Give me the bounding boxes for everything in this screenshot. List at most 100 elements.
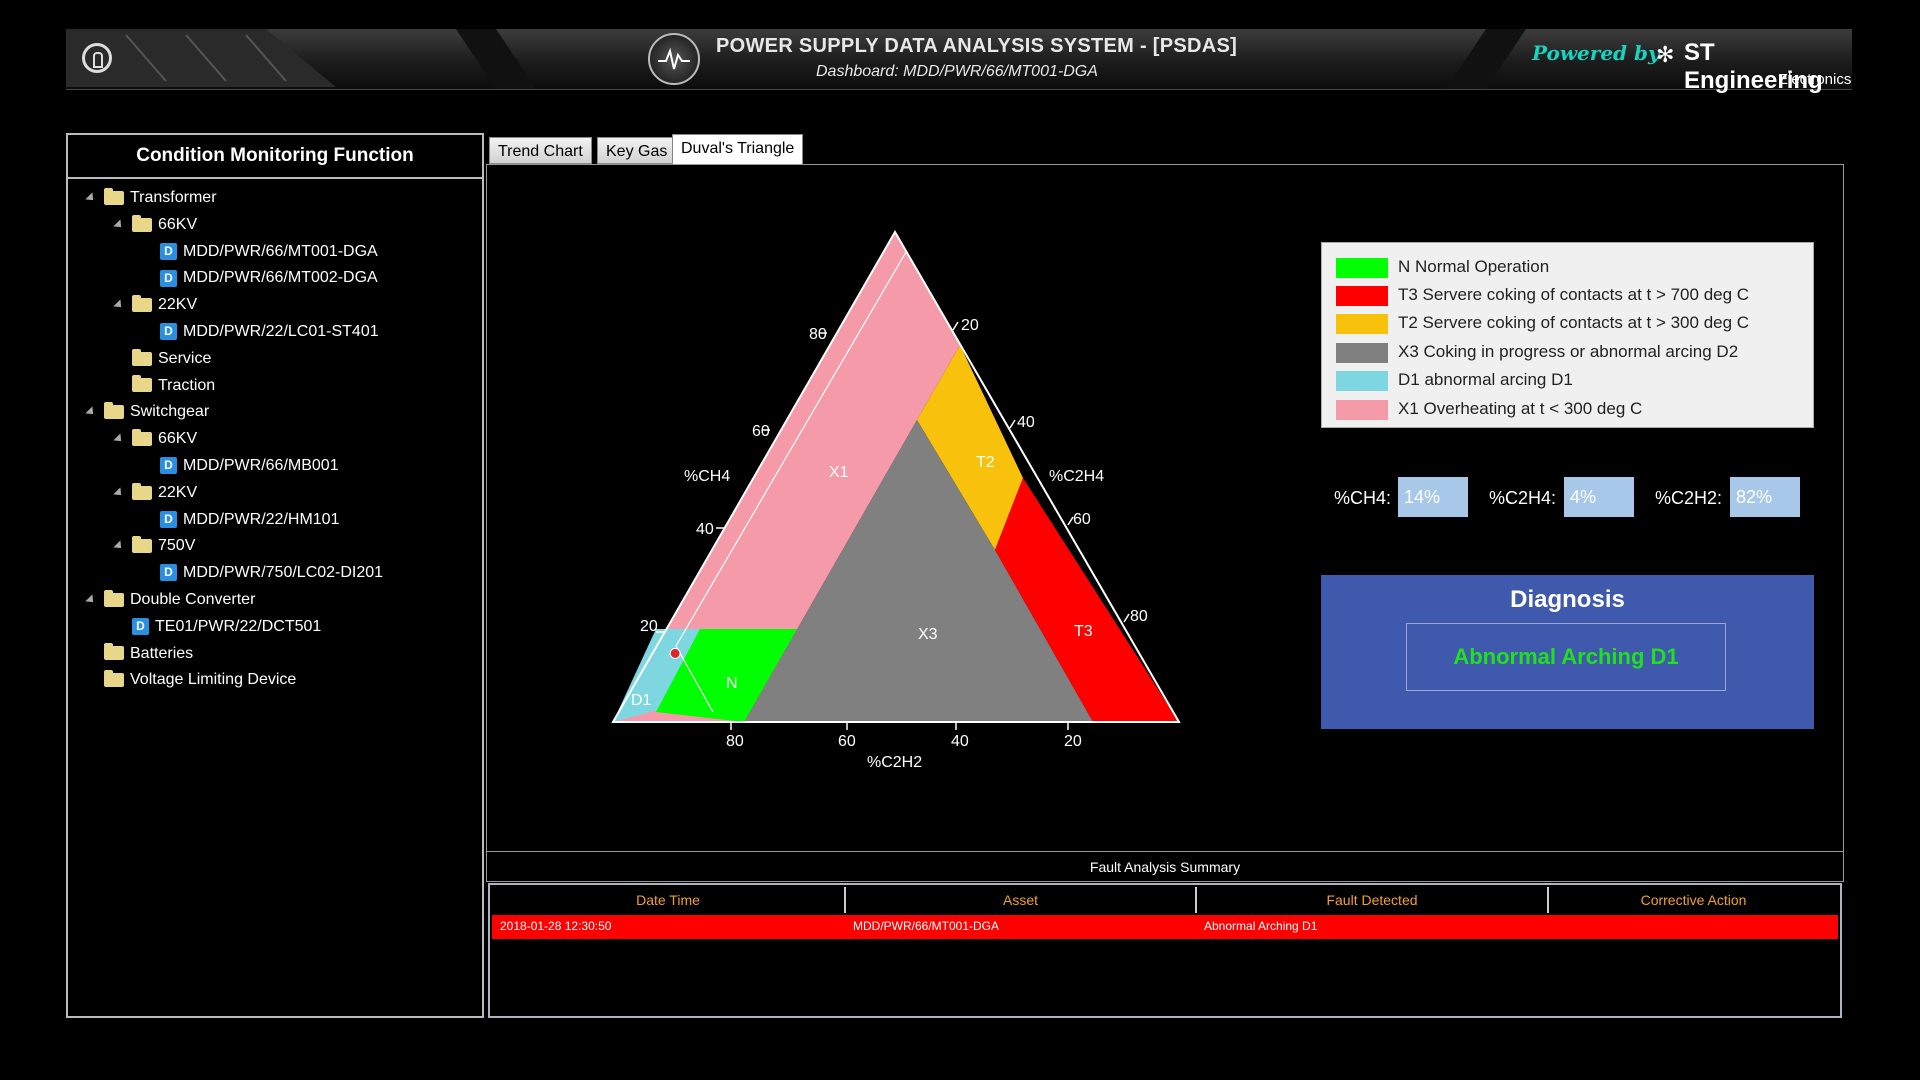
legend-item: T3 Servere coking of contacts at t > 700… — [1336, 281, 1749, 309]
measurement-point — [669, 647, 681, 659]
tick-c2h2-60: 60 — [838, 733, 856, 750]
tree-item[interactable]: 22KV — [113, 480, 197, 506]
diagnosis-title: Diagnosis — [1510, 586, 1625, 613]
tree-item-label: Traction — [158, 376, 216, 394]
header-decoration — [66, 29, 336, 87]
tree-item[interactable]: Switchgear — [85, 399, 209, 425]
device-icon: D — [160, 564, 177, 582]
legend-swatch — [1336, 257, 1388, 278]
tree-item[interactable]: D MDD/PWR/22/LC01-ST401 — [142, 319, 379, 345]
tree-item[interactable]: Batteries — [86, 641, 193, 667]
tree-item[interactable]: Service — [114, 346, 211, 372]
tree-item-label: Service — [158, 349, 212, 367]
legend-label: X3 Coking in progress or abnormal arcing… — [1398, 342, 1739, 361]
folder-icon — [104, 670, 124, 688]
folder-icon — [132, 375, 152, 393]
tree-item-label: MDD/PWR/22/HM101 — [183, 510, 340, 528]
c2h2-label: %C2H2: — [1655, 488, 1723, 508]
powered-by-text: Powered by — [1532, 41, 1660, 65]
brand-logo-icon: ✻ — [1656, 42, 1675, 67]
folder-icon — [132, 482, 152, 500]
zone-label-d1: D1 — [631, 692, 652, 709]
header-divider — [456, 29, 536, 89]
tree-item[interactable]: D MDD/PWR/66/MT001-DGA — [142, 239, 378, 265]
tree-item[interactable]: 66KV — [113, 212, 198, 238]
legend-item: N Normal Operation — [1336, 253, 1549, 281]
folder-icon — [104, 643, 124, 661]
column-header-corrective-action[interactable]: Corrective Action — [1640, 892, 1747, 908]
tick-c2h4-80: 80 — [1130, 608, 1148, 625]
zone-label-x3: X3 — [918, 626, 938, 643]
tree-item[interactable]: Voltage Limiting Device — [86, 667, 296, 693]
zone-x3 — [744, 420, 1093, 722]
legend-item: X3 Coking in progress or abnormal arcing… — [1336, 338, 1738, 366]
tab-trend-chart[interactable]: Trend Chart — [489, 137, 592, 164]
column-header-asset[interactable]: Asset — [846, 887, 1197, 913]
zone-label-t2: T2 — [976, 454, 995, 471]
column-header-fault-detected[interactable]: Fault Detected — [1197, 887, 1549, 913]
cell-fault-detected: Abnormal Arching D1 — [1204, 919, 1318, 933]
sidebar-title: Condition Monitoring Function — [68, 135, 482, 179]
ch4-value: 14% — [1398, 477, 1468, 517]
tree-item-label: 66KV — [158, 215, 198, 233]
device-icon: D — [160, 242, 177, 260]
tree-item[interactable]: 66KV — [113, 426, 198, 452]
app-title: POWER SUPPLY DATA ANALYSIS SYSTEM - [PSD… — [716, 35, 1238, 57]
device-icon: D — [160, 323, 177, 341]
zone-label-n: N — [726, 675, 738, 692]
cell-asset: MDD/PWR/66/MT001-DGA — [853, 919, 1000, 933]
folder-icon — [132, 428, 152, 446]
cell-date-time: 2018-01-28 12:30:50 — [500, 919, 612, 933]
dashboard-subtitle: Dashboard: MDD/PWR/66/MT001-DGA — [816, 63, 1098, 80]
tree-item-label: 750V — [158, 537, 196, 555]
legend-swatch — [1336, 313, 1388, 334]
diagnosis-panel: Diagnosis Abnormal Arching D1 — [1321, 575, 1814, 729]
folder-icon — [104, 589, 124, 607]
tree-item[interactable]: D MDD/PWR/750/LC02-DI201 — [142, 560, 383, 586]
legend-swatch — [1336, 370, 1388, 391]
legend: N Normal Operation T3 Servere coking of … — [1321, 242, 1814, 428]
tick-ch4-20: 20 — [640, 618, 658, 635]
app-header: POWER SUPPLY DATA ANALYSIS SYSTEM - [PSD… — [66, 29, 1852, 94]
legend-swatch — [1336, 285, 1388, 306]
tree-item[interactable]: D MDD/PWR/22/HM101 — [142, 507, 339, 533]
tree-item[interactable]: 22KV — [113, 292, 197, 318]
main-panel — [486, 164, 1844, 852]
legend-label: X1 Overheating at t < 300 deg C — [1398, 399, 1643, 418]
legend-item: D1 abnormal arcing D1 — [1336, 366, 1573, 394]
header-divider — [1446, 29, 1526, 89]
column-header-date-time[interactable]: Date Time — [492, 887, 846, 913]
tree-item-label: MDD/PWR/66/MT002-DGA — [183, 269, 378, 287]
legend-label: N Normal Operation — [1398, 257, 1550, 276]
tree-item[interactable]: Traction — [114, 373, 215, 399]
zone-t3 — [995, 478, 1179, 722]
device-icon: D — [160, 269, 177, 287]
tree-item-label: Transformer — [130, 189, 217, 206]
tree-item[interactable]: D MDD/PWR/66/MB001 — [142, 453, 339, 479]
sidebar: Condition Monitoring Function Transforme… — [66, 133, 484, 1018]
tree-item-label: 66KV — [158, 430, 198, 448]
tree-item[interactable]: 750V — [113, 533, 196, 559]
tick-marks — [656, 321, 1130, 730]
table-row[interactable]: 2018-01-28 12:30:50 MDD/PWR/66/MT001-DGA… — [492, 915, 1838, 939]
tree-item[interactable]: D TE01/PWR/22/DCT501 — [114, 614, 321, 640]
boundary-line — [675, 645, 714, 713]
tree-item-label: MDD/PWR/750/LC02-DI201 — [183, 564, 384, 582]
legend-swatch — [1336, 399, 1388, 420]
tree-item[interactable]: Transformer — [85, 185, 217, 211]
zone-label-x1: X1 — [829, 464, 849, 481]
tick-ch4-80: 80 — [809, 326, 827, 343]
brand-name: ST Engineering — [1684, 39, 1823, 94]
tick-c2h2-20: 20 — [1064, 733, 1082, 750]
tick-c2h4-40: 40 — [1017, 414, 1035, 431]
device-icon: D — [160, 457, 177, 475]
tree-item-label: Batteries — [130, 644, 194, 662]
tree-item[interactable]: Double Converter — [85, 587, 255, 613]
axis-label-ch4: %CH4 — [684, 468, 730, 485]
power-logo-icon[interactable] — [82, 43, 112, 73]
legend-label: T3 Servere coking of contacts at t > 700… — [1398, 285, 1750, 304]
folder-icon — [132, 536, 152, 554]
tree-item[interactable]: D MDD/PWR/66/MT002-DGA — [142, 265, 378, 291]
tab-key-gas[interactable]: Key Gas — [597, 137, 677, 164]
